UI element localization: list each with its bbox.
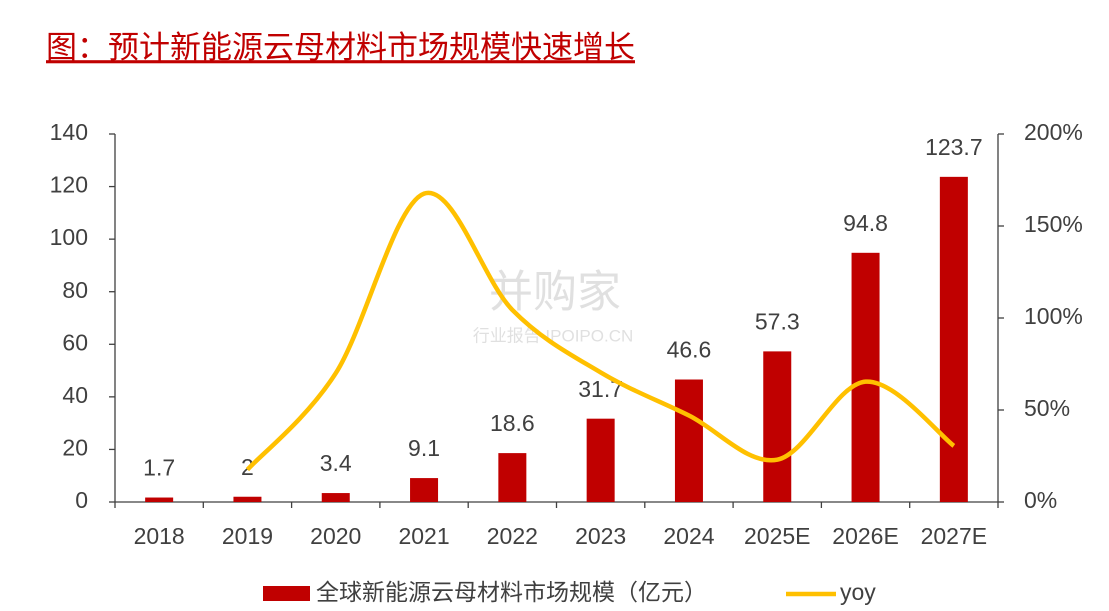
bar	[498, 453, 527, 502]
x-tick-label: 2022	[487, 523, 538, 549]
data-label: 18.6	[490, 410, 535, 436]
legend-label: 全球新能源云母材料市场规模（亿元）	[316, 579, 707, 605]
data-label: 1.7	[143, 455, 175, 481]
y2-tick-label: 100%	[1024, 303, 1083, 329]
legend-label: yoy	[840, 579, 876, 605]
x-tick-label: 2024	[663, 523, 714, 549]
bar	[145, 497, 174, 502]
data-label: 3.4	[320, 450, 352, 476]
x-tick-label: 2020	[310, 523, 361, 549]
x-tick-label: 2021	[398, 523, 449, 549]
x-tick-label: 2027E	[921, 523, 988, 549]
x-tick-label: 2018	[134, 523, 185, 549]
y2-tick-label: 150%	[1024, 211, 1083, 237]
bar	[763, 351, 792, 502]
data-label: 123.7	[925, 134, 983, 160]
bar	[851, 252, 880, 502]
y2-tick-label: 200%	[1024, 119, 1083, 145]
bar	[233, 496, 262, 502]
y-tick-label: 140	[50, 119, 88, 145]
data-label: 94.8	[843, 210, 888, 236]
y2-tick-label: 0%	[1024, 487, 1057, 513]
y-tick-label: 80	[62, 277, 88, 303]
y-tick-label: 100	[50, 224, 88, 250]
data-label: 46.6	[667, 337, 712, 363]
bar	[321, 493, 350, 502]
x-tick-label: 2023	[575, 523, 626, 549]
chart-title: 图：预计新能源云母材料市场规模快速增长	[46, 30, 635, 65]
legend-swatch	[263, 586, 310, 601]
y-tick-label: 120	[50, 172, 88, 198]
y2-tick-label: 50%	[1024, 395, 1070, 421]
x-tick-label: 2025E	[744, 523, 811, 549]
watermark-subtitle: 行业报告 IPOIPO.CN	[473, 326, 634, 345]
bar	[586, 418, 615, 502]
x-tick-label: 2026E	[832, 523, 899, 549]
y-tick-label: 40	[62, 382, 88, 408]
y-tick-label: 60	[62, 329, 88, 355]
x-tick-label: 2019	[222, 523, 273, 549]
line	[245, 190, 956, 472]
bar	[939, 176, 968, 503]
bar	[410, 478, 439, 502]
y-tick-label: 20	[62, 435, 88, 461]
data-label: 57.3	[755, 308, 800, 334]
bar	[674, 379, 703, 502]
data-label: 9.1	[408, 435, 440, 461]
y-tick-label: 0	[75, 487, 88, 513]
